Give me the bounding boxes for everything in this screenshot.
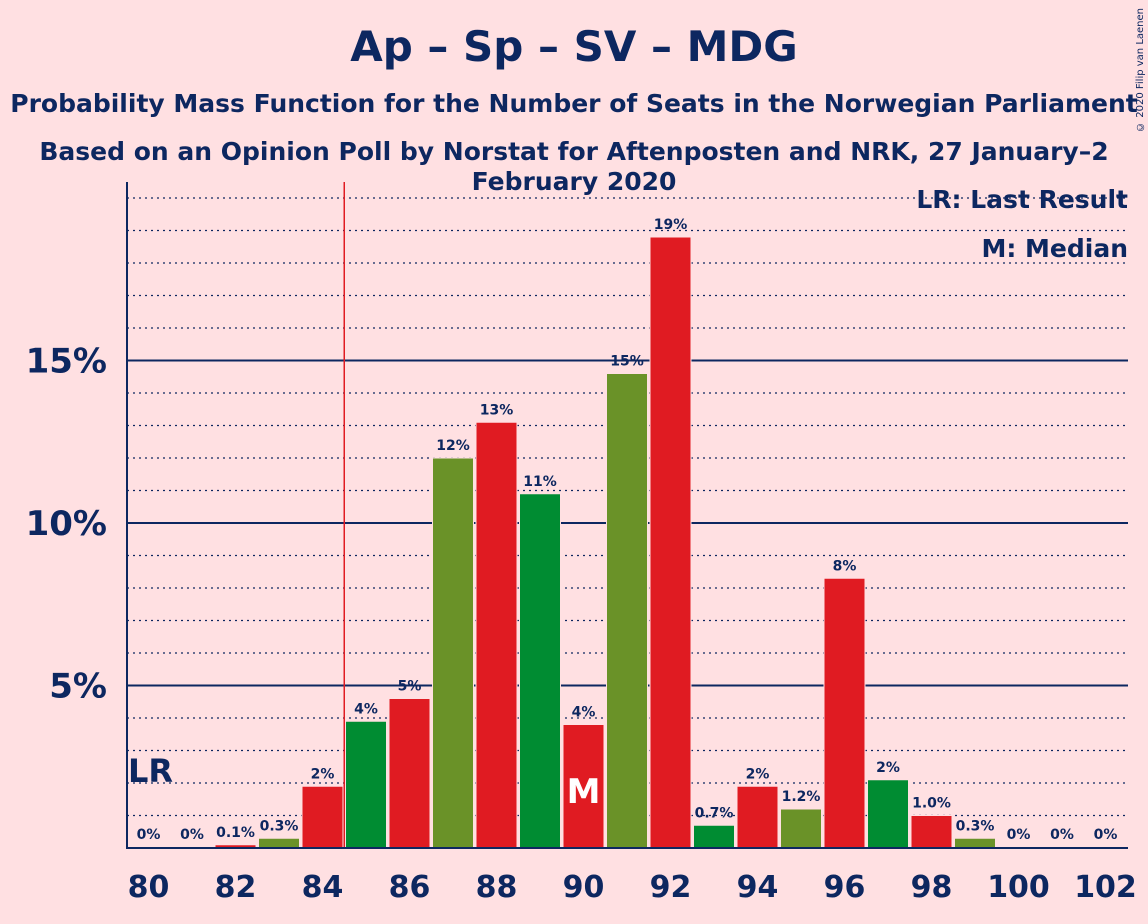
data-label-seat-102: 0% <box>1094 827 1118 843</box>
chart-subtitle: Probability Mass Function for the Number… <box>10 89 1138 118</box>
data-label-seat-92: 19% <box>654 217 688 233</box>
x-tick-label: 82 <box>215 870 257 905</box>
chart-title: Ap – Sp – SV – MDG <box>350 22 798 71</box>
x-tick-label: 96 <box>824 870 866 905</box>
data-label-seat-101: 0% <box>1050 827 1074 843</box>
bar-seat-94 <box>736 785 779 849</box>
x-tick-label: 88 <box>476 870 518 905</box>
bar-seat-86 <box>388 698 431 849</box>
y-tick-label: 10% <box>26 504 107 544</box>
median-marker: M <box>567 772 601 812</box>
data-label-seat-99: 0.3% <box>956 818 995 834</box>
chart-source: Based on an Opinion Poll by Norstat for … <box>39 137 1109 196</box>
x-tick-label: 90 <box>563 870 605 905</box>
data-label-seat-100: 0% <box>1007 827 1031 843</box>
data-label-seat-95: 1.2% <box>782 789 821 805</box>
data-label-seat-91: 15% <box>610 354 644 370</box>
data-label-seat-80: 0% <box>137 827 161 843</box>
x-tick-label: 102 <box>1074 870 1137 905</box>
x-tick-label: 84 <box>302 870 344 905</box>
data-label-seat-94: 2% <box>746 766 770 782</box>
x-tick-label: 92 <box>650 870 692 905</box>
x-tick-label: 98 <box>911 870 953 905</box>
legend-median: M: Median <box>981 234 1128 263</box>
x-tick-label: 86 <box>389 870 431 905</box>
bar-seat-93 <box>693 824 735 849</box>
bar-seat-99 <box>954 837 996 849</box>
bar-seat-90 <box>562 724 605 849</box>
data-label-seat-82: 0.1% <box>216 825 255 841</box>
bar-seat-87 <box>432 457 474 849</box>
data-label-seat-89: 11% <box>523 474 557 490</box>
bar-seat-88 <box>475 421 518 849</box>
data-label-seat-85: 4% <box>354 701 378 717</box>
bar-seat-92 <box>649 236 692 849</box>
legend-last-result: LR: Last Result <box>916 185 1128 214</box>
x-tick-label: 94 <box>737 870 779 905</box>
data-label-seat-98: 1.0% <box>912 796 951 812</box>
bar-seat-97 <box>867 779 909 849</box>
data-label-seat-86: 5% <box>398 679 422 695</box>
data-label-seat-96: 8% <box>833 558 857 574</box>
last-result-marker: LR <box>128 752 173 790</box>
data-label-seat-84: 2% <box>311 766 335 782</box>
data-label-seat-83: 0.3% <box>260 818 299 834</box>
bar-seat-84 <box>301 785 344 849</box>
data-label-seat-97: 2% <box>876 760 900 776</box>
y-tick-label: 5% <box>49 667 107 707</box>
bar-seat-96 <box>823 577 866 849</box>
data-label-seat-93: 0.7% <box>695 805 734 821</box>
bar-seat-85 <box>345 720 387 849</box>
data-label-seat-81: 0% <box>180 827 204 843</box>
x-tick-label: 100 <box>987 870 1050 905</box>
data-label-seat-88: 13% <box>480 402 514 418</box>
bar-seat-91 <box>606 373 648 849</box>
y-tick-label: 15% <box>26 342 107 382</box>
bar-seat-95 <box>780 808 822 849</box>
data-label-seat-90: 4% <box>572 705 596 721</box>
bar-seat-83 <box>258 837 300 849</box>
x-tick-label: 80 <box>128 870 170 905</box>
bar-seat-89 <box>519 493 561 849</box>
data-label-seat-87: 12% <box>436 438 470 454</box>
bar-seat-98 <box>910 815 953 849</box>
